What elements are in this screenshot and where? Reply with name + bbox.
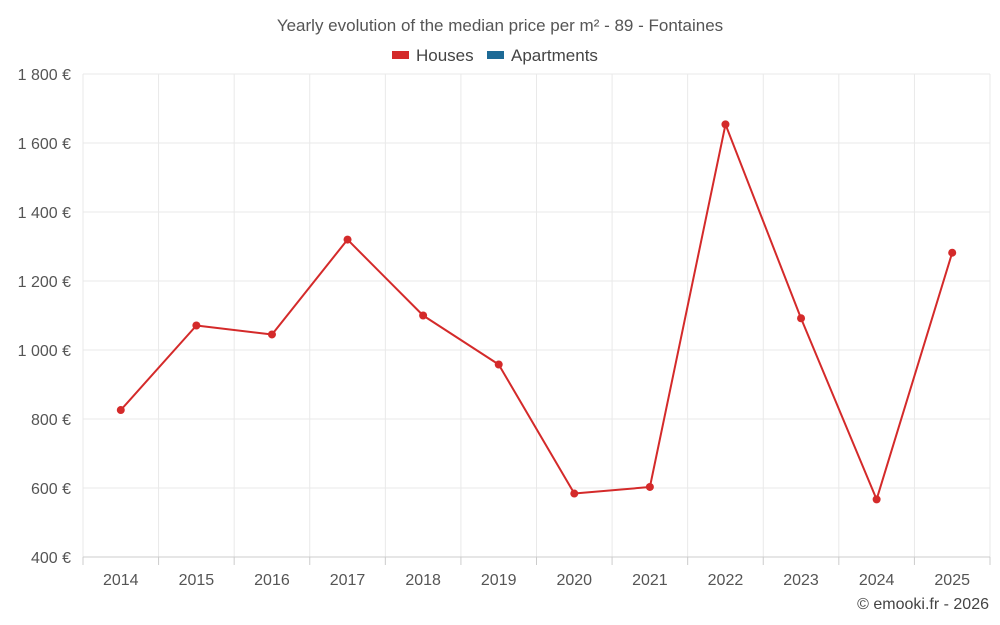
- x-tick-label: 2017: [330, 572, 366, 589]
- x-tick-label: 2021: [632, 572, 668, 589]
- y-tick-label: 400 €: [31, 550, 71, 567]
- x-axis-labels: 2014 2015 2016 2017 2018 2019 2020 2021 2022 2023…: [103, 572, 970, 589]
- y-tick-label: 1 400 €: [18, 205, 71, 222]
- credit-text: © emooki.fr - 2026: [857, 596, 989, 613]
- x-tick-label: 2018: [405, 572, 441, 589]
- series-points-houses: [116, 120, 957, 504]
- x-tick-label: 2023: [783, 572, 819, 589]
- legend-item-houses[interactable]: Houses: [392, 46, 474, 65]
- x-axis-ticks: [82, 557, 991, 565]
- x-tick-label: 2024: [859, 572, 895, 589]
- y-tick-label: 1 800 €: [18, 67, 71, 84]
- x-tick-label: 2019: [481, 572, 517, 589]
- data-point-houses[interactable]: [343, 235, 352, 244]
- y-tick-label: 800 €: [31, 412, 71, 429]
- data-point-houses[interactable]: [116, 406, 125, 415]
- series-line-houses: [120, 123, 954, 501]
- data-point-houses[interactable]: [570, 489, 579, 498]
- data-point-houses[interactable]: [948, 248, 957, 257]
- y-tick-label: 1 200 €: [18, 274, 71, 291]
- data-point-houses[interactable]: [721, 120, 730, 129]
- legend-label-apartments: Apartments: [511, 46, 598, 65]
- legend: Houses Apartments: [392, 46, 598, 65]
- x-tick-label: 2016: [254, 572, 290, 589]
- x-tick-label: 2022: [708, 572, 744, 589]
- legend-swatch-apartments: [487, 51, 504, 59]
- x-gridlines: [82, 74, 991, 557]
- data-point-houses[interactable]: [192, 321, 201, 330]
- data-point-houses[interactable]: [419, 311, 428, 320]
- data-point-houses[interactable]: [267, 330, 276, 339]
- y-tick-label: 1 600 €: [18, 136, 71, 153]
- chart-title: Yearly evolution of the median price per…: [277, 16, 723, 35]
- legend-item-apartments[interactable]: Apartments: [487, 46, 598, 65]
- x-tick-label: 2020: [556, 572, 592, 589]
- legend-label-houses: Houses: [416, 46, 474, 65]
- data-point-houses[interactable]: [645, 482, 654, 491]
- legend-swatch-houses: [392, 51, 409, 59]
- data-point-houses[interactable]: [872, 495, 881, 504]
- y-tick-label: 1 000 €: [18, 343, 71, 360]
- data-point-houses[interactable]: [797, 314, 806, 323]
- y-tick-label: 600 €: [31, 481, 71, 498]
- x-tick-label: 2015: [179, 572, 215, 589]
- x-tick-label: 2025: [934, 572, 970, 589]
- x-tick-label: 2014: [103, 572, 139, 589]
- data-point-houses[interactable]: [494, 360, 503, 369]
- y-axis-labels: 400 € 600 € 800 € 1 000 € 1 200 € 1 400 € 1 60…: [18, 67, 71, 567]
